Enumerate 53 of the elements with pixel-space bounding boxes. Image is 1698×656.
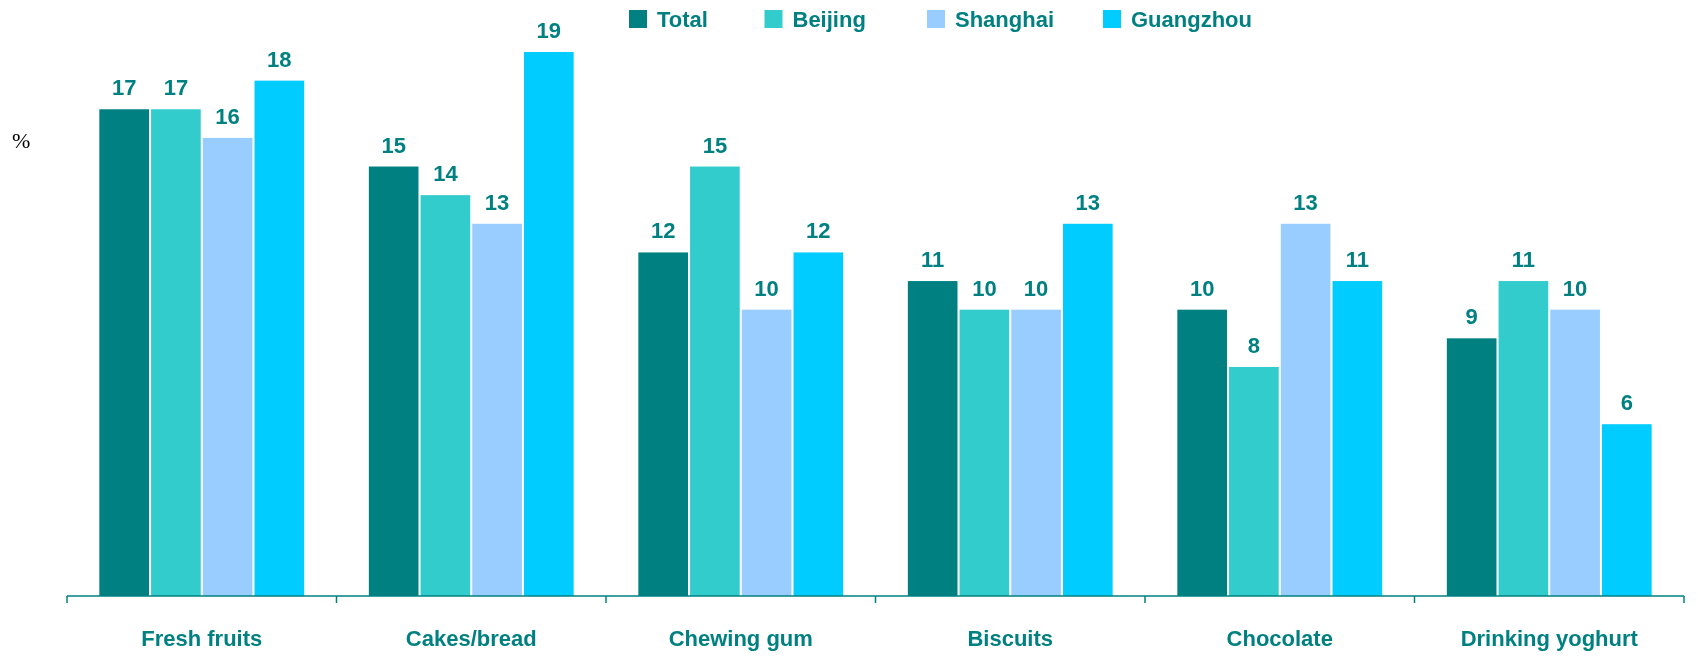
legend-label: Beijing: [792, 7, 866, 32]
data-label: 11: [921, 247, 945, 273]
data-label: 17: [111, 75, 137, 101]
data-label: 16: [215, 103, 240, 129]
data-label: 6: [1620, 390, 1633, 416]
data-label: 13: [484, 189, 510, 215]
data-label: 18: [267, 46, 292, 72]
x-tick-label: Cakes/bread: [405, 626, 537, 651]
bar: [1602, 424, 1652, 596]
data-label: 12: [806, 218, 831, 244]
legend-label: Total: [657, 7, 708, 32]
x-tick-label: Biscuits: [967, 626, 1054, 651]
bar: [524, 52, 574, 596]
bar: [1280, 223, 1331, 596]
bar: [1229, 366, 1279, 596]
data-label: 10: [1023, 275, 1049, 301]
bar: [472, 223, 522, 596]
data-label: 10: [754, 275, 779, 301]
data-label: 17: [163, 75, 189, 101]
bar: [1011, 309, 1061, 596]
data-label: 19: [536, 18, 562, 43]
data-label: 11: [1511, 247, 1536, 273]
bar: [420, 195, 471, 596]
bar: [1063, 223, 1113, 596]
bar: [959, 309, 1010, 596]
x-tick-label: Chocolate: [1226, 626, 1333, 651]
bar: [690, 166, 740, 596]
data-label: 10: [1189, 275, 1215, 301]
data-label: 14: [433, 161, 459, 187]
data-label: 10: [972, 275, 997, 301]
data-label: 10: [1562, 275, 1588, 301]
data-label: 13: [1075, 189, 1101, 215]
data-label: 15: [381, 132, 406, 158]
bar: [1550, 309, 1600, 596]
bar: [741, 309, 792, 596]
data-label: 8: [1247, 332, 1261, 358]
bar: [151, 109, 201, 596]
bar: [793, 252, 844, 596]
x-tick-label: Chewing gum: [668, 626, 813, 651]
bar: [1498, 281, 1549, 596]
data-label: 11: [1345, 247, 1369, 273]
bar: [254, 80, 305, 596]
y-axis-title: %: [12, 128, 31, 153]
data-label: 13: [1293, 189, 1318, 215]
bar: [1332, 281, 1383, 596]
x-tick-label: Drinking yoghurt: [1460, 626, 1639, 651]
x-tick-label: Fresh fruits: [141, 626, 263, 651]
legend-label: Guangzhou: [1131, 7, 1252, 32]
data-label: 15: [702, 132, 728, 158]
legend-label: Shanghai: [955, 7, 1055, 32]
bar: [202, 137, 253, 596]
data-label: 9: [1465, 304, 1478, 330]
data-label: 12: [650, 218, 676, 244]
